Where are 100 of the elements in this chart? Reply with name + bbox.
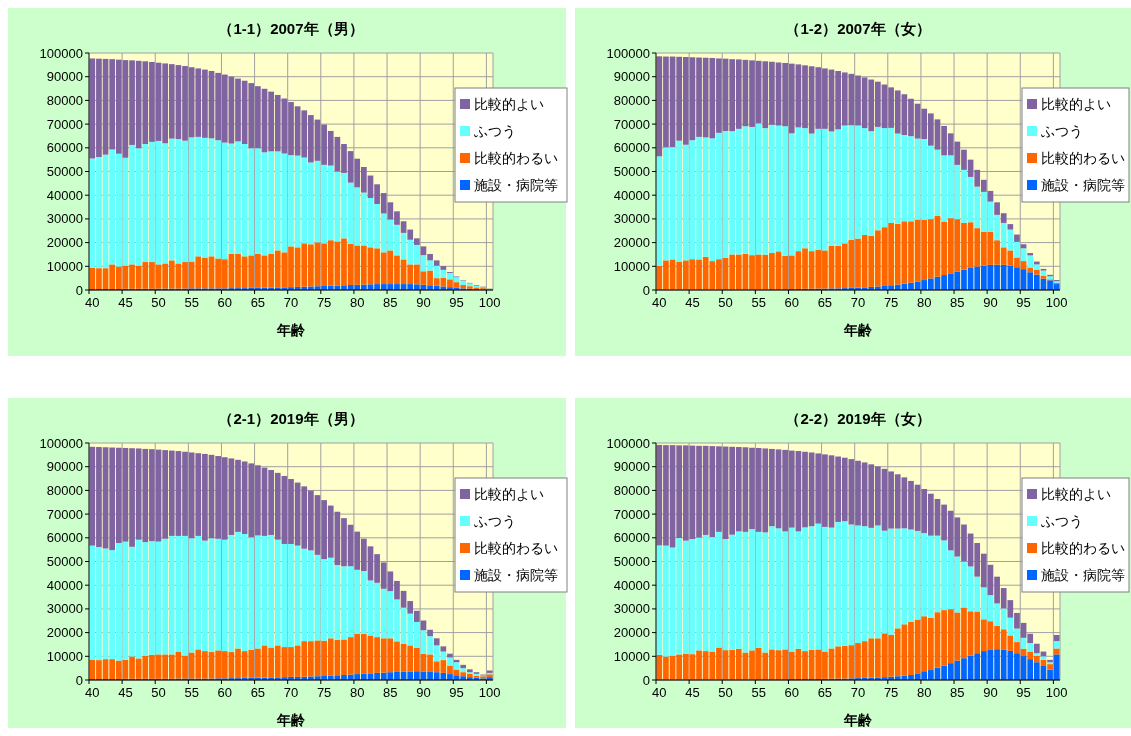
y-tick-label: 20000 <box>46 235 83 251</box>
x-tick-label: 45 <box>118 685 133 700</box>
x-tick-label: 100 <box>478 295 501 310</box>
x-tick-label: 55 <box>751 295 766 310</box>
y-tick-label: 10000 <box>613 648 650 664</box>
y-tick-label: 30000 <box>46 601 83 617</box>
x-tick-label: 85 <box>950 685 965 700</box>
y-tick-label: 90000 <box>46 69 83 85</box>
x-tick-label: 45 <box>685 295 700 310</box>
x-tick-label: 95 <box>1016 685 1031 700</box>
y-tick-label: 80000 <box>46 92 83 108</box>
y-tick-label: 60000 <box>46 140 83 156</box>
legend-label: 比較的わるい <box>1041 541 1125 556</box>
y-tick-label: 90000 <box>613 69 650 85</box>
x-tick-label: 60 <box>784 295 799 310</box>
y-tick-label: 20000 <box>613 235 650 251</box>
legend-label: 比較的わるい <box>474 541 558 556</box>
x-tick-label: 60 <box>217 685 232 700</box>
legend-label: ふつう <box>473 514 516 529</box>
x-tick-label: 100 <box>1045 295 1068 310</box>
x-tick-label: 55 <box>751 685 766 700</box>
chart-title: （2-2）2019年（女） <box>785 410 931 427</box>
y-tick-label: 70000 <box>613 116 650 132</box>
y-tick-label: 60000 <box>613 140 650 156</box>
y-tick-label: 10000 <box>46 648 83 664</box>
y-tick-label: 100000 <box>606 45 650 61</box>
x-tick-label: 90 <box>983 295 998 310</box>
y-tick-label: 60000 <box>613 530 650 546</box>
legend-label: 施設・病院等 <box>1041 178 1125 193</box>
y-tick-label: 0 <box>75 672 83 688</box>
x-tick-label: 45 <box>685 685 700 700</box>
chart-title: （2-1）2019年（男） <box>218 410 364 427</box>
x-tick-label: 40 <box>85 295 100 310</box>
x-tick-label: 80 <box>917 685 932 700</box>
y-tick-label: 40000 <box>613 187 650 203</box>
x-tick-label: 55 <box>184 685 199 700</box>
legend-label: 比較的わるい <box>474 151 558 166</box>
chart-title: （1-2）2007年（女） <box>785 20 931 37</box>
x-tick-label: 65 <box>250 295 266 310</box>
legend-label: ふつう <box>1040 124 1083 139</box>
x-tick-label: 80 <box>350 685 365 700</box>
y-tick-label: 30000 <box>613 211 650 227</box>
x-tick-label: 80 <box>917 295 932 310</box>
y-tick-label: 90000 <box>613 459 650 475</box>
x-tick-label: 70 <box>283 685 299 700</box>
x-tick-label: 100 <box>1045 685 1068 700</box>
y-tick-label: 20000 <box>613 625 650 641</box>
y-tick-label: 20000 <box>46 625 83 641</box>
y-tick-label: 100000 <box>39 435 83 451</box>
x-tick-label: 95 <box>449 685 464 700</box>
x-tick-label: 90 <box>983 685 998 700</box>
legend-label: 施設・病院等 <box>1041 568 1125 583</box>
y-tick-label: 0 <box>75 282 83 298</box>
x-tick-label: 75 <box>883 295 899 310</box>
y-tick-label: 50000 <box>613 554 650 569</box>
legend-label: 施設・病院等 <box>474 178 558 193</box>
x-tick-label: 65 <box>817 685 833 700</box>
y-tick-label: 80000 <box>46 482 83 498</box>
legend-label: 比較的わるい <box>1041 151 1125 166</box>
y-tick-label: 10000 <box>613 258 650 274</box>
legend-label: ふつう <box>473 124 516 139</box>
y-tick-label: 0 <box>642 282 650 298</box>
x-tick-label: 65 <box>817 295 833 310</box>
legend-label: 比較的よい <box>1041 487 1111 502</box>
y-tick-label: 50000 <box>613 164 650 179</box>
x-tick-label: 50 <box>718 295 733 310</box>
y-tick-label: 0 <box>642 672 650 688</box>
x-tick-label: 40 <box>85 685 100 700</box>
x-tick-label: 90 <box>416 685 431 700</box>
y-tick-label: 100000 <box>606 435 650 451</box>
x-tick-label: 60 <box>784 685 799 700</box>
y-tick-label: 100000 <box>39 45 83 61</box>
legend-label: 施設・病院等 <box>474 568 558 583</box>
y-tick-label: 80000 <box>613 482 650 498</box>
y-tick-label: 30000 <box>613 601 650 617</box>
legend-label: 比較的よい <box>474 487 544 502</box>
x-tick-label: 75 <box>316 685 332 700</box>
x-tick-label: 65 <box>250 685 266 700</box>
x-tick-label: 40 <box>652 295 667 310</box>
x-tick-label: 55 <box>184 295 199 310</box>
x-tick-label: 95 <box>1016 295 1031 310</box>
x-tick-label: 50 <box>718 685 733 700</box>
x-tick-label: 85 <box>950 295 965 310</box>
y-tick-label: 60000 <box>46 530 83 546</box>
x-tick-label: 85 <box>383 295 398 310</box>
chart-title: （1-1）2007年（男） <box>218 20 364 37</box>
x-tick-label: 85 <box>383 685 398 700</box>
y-tick-label: 50000 <box>46 554 83 569</box>
x-tick-label: 70 <box>850 685 866 700</box>
x-tick-label: 45 <box>118 295 133 310</box>
y-tick-label: 80000 <box>613 92 650 108</box>
y-tick-label: 10000 <box>46 258 83 274</box>
x-tick-label: 80 <box>350 295 365 310</box>
x-tick-label: 50 <box>151 685 166 700</box>
x-tick-label: 40 <box>652 685 667 700</box>
y-tick-label: 90000 <box>46 459 83 475</box>
y-tick-label: 30000 <box>46 211 83 227</box>
x-tick-label: 70 <box>850 295 866 310</box>
y-tick-label: 40000 <box>46 187 83 203</box>
legend-label: 比較的よい <box>1041 97 1111 112</box>
